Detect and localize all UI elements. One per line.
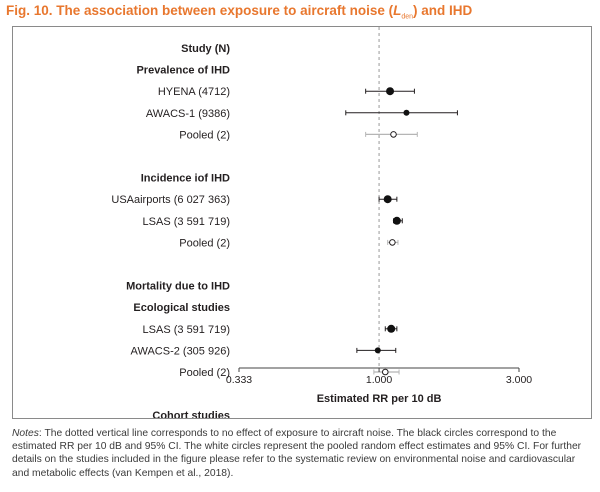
- study-label: HYENA (4712): [158, 86, 230, 98]
- x-axis-label: Estimated RR per 10 dB: [317, 393, 442, 405]
- estimate-marker: [383, 195, 392, 204]
- estimate-marker: [403, 109, 410, 116]
- pooled-label: Pooled (2): [179, 367, 230, 379]
- study-label: AWACS-1 (9386): [146, 108, 230, 120]
- pooled-estimate-marker: [390, 131, 397, 138]
- notes-text: : The dotted vertical line corresponds t…: [12, 428, 582, 479]
- estimate-marker: [387, 324, 396, 333]
- study-label: LSAS (3 591 719): [143, 216, 230, 228]
- pooled-estimate-marker: [389, 239, 396, 246]
- chart-frame: Study (N) Prevalence of IHD HYENA (4712) AW…: [12, 26, 592, 419]
- study-label: AWACS-2 (305 926): [131, 345, 230, 357]
- figure-title-variable: L: [393, 3, 402, 18]
- figure-title-prefix: Fig. 10. The association between exposur…: [6, 3, 394, 18]
- study-label: LSAS (3 591 719): [143, 324, 230, 336]
- estimate-marker: [392, 216, 401, 225]
- pooled-label: Pooled (2): [179, 129, 230, 141]
- group-header: Ecological studies: [133, 302, 230, 314]
- notes-lead: Notes: [12, 428, 39, 439]
- group-header: Mortality due to IHD: [126, 281, 230, 293]
- group-header: Cohort studies: [152, 410, 230, 418]
- pooled-label: Pooled (2): [179, 237, 230, 249]
- estimate-marker: [386, 87, 395, 96]
- pooled-estimate-marker: [381, 368, 389, 376]
- x-tick-label: 3.000: [506, 374, 532, 386]
- group-header: Incidence iof IHD: [141, 173, 230, 185]
- figure-notes: Notes: The dotted vertical line correspo…: [12, 427, 592, 480]
- estimate-marker: [374, 347, 381, 354]
- x-tick-label: 0.333: [226, 374, 252, 386]
- figure-title-subscript: den: [401, 13, 414, 21]
- study-label: USAairports (6 027 363): [111, 194, 230, 206]
- forest-plot: Study (N) Prevalence of IHD HYENA (4712) AW…: [111, 27, 532, 418]
- group-header: Prevalence of IHD: [136, 65, 230, 77]
- column-header: Study (N): [181, 43, 230, 55]
- x-tick-label: 1.000: [366, 374, 392, 386]
- figure-title-suffix: ) and IHD: [413, 3, 473, 18]
- figure-title: Fig. 10. The association between exposur…: [6, 3, 472, 21]
